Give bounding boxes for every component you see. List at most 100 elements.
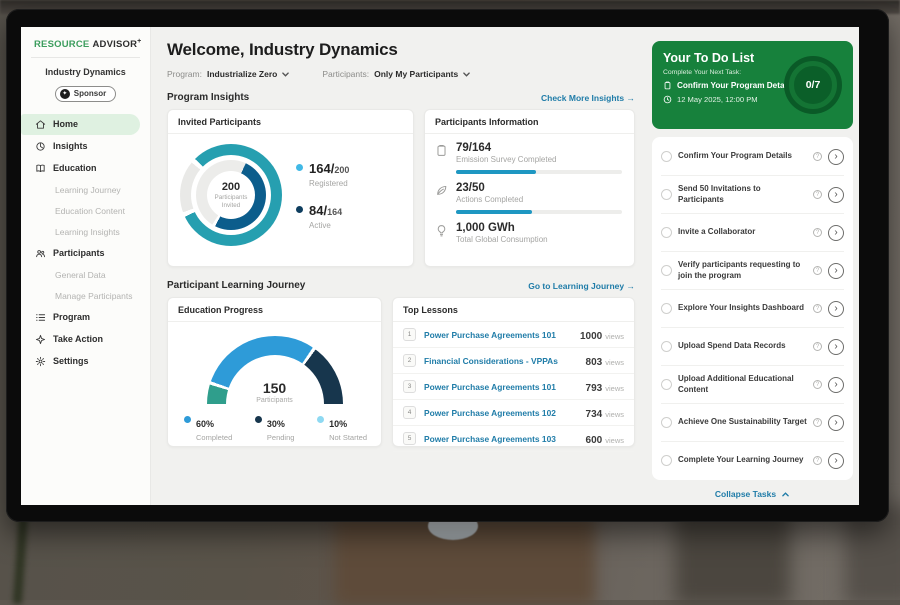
sidebar-item-home[interactable]: Home xyxy=(21,114,140,135)
top-lessons-title: Top Lessons xyxy=(393,298,634,322)
sponsor-badge-label: Sponsor xyxy=(74,89,106,98)
task-chevron-button[interactable]: › xyxy=(828,149,844,165)
stat-emission-survey: 79/164 Emission Survey Completed xyxy=(425,134,634,174)
collapse-tasks-link[interactable]: Collapse Tasks xyxy=(652,489,853,499)
active-dot xyxy=(296,206,303,213)
sidebar-item-settings[interactable]: Settings xyxy=(21,351,150,372)
task-chevron-button[interactable]: › xyxy=(828,339,844,355)
registered-dot xyxy=(296,164,303,171)
task-chevron-button[interactable]: › xyxy=(828,187,844,203)
divider xyxy=(31,57,140,58)
task-label[interactable]: Upload Additional Educational Content xyxy=(678,374,807,395)
education-gauge-chart: 150 Participants xyxy=(207,336,343,404)
task-label[interactable]: Upload Spend Data Records xyxy=(678,341,807,351)
page-title: Welcome, Industry Dynamics xyxy=(167,40,635,60)
task-label[interactable]: Invite a Collaborator xyxy=(678,227,807,237)
legend-active: 84/164 Active xyxy=(296,202,349,230)
leaf-icon xyxy=(435,184,448,197)
task-info-icon[interactable]: ? xyxy=(813,456,822,465)
task-info-icon[interactable]: ? xyxy=(813,418,822,427)
completed-dot xyxy=(184,416,191,423)
arrow-right-icon: → xyxy=(627,93,636,103)
task-checkbox[interactable] xyxy=(661,379,672,390)
learning-journey-heading: Participant Learning Journey xyxy=(167,280,305,291)
lesson-link[interactable]: Power Purchase Agreements 102 xyxy=(424,408,578,418)
lesson-views-label: views xyxy=(605,358,624,367)
task-label[interactable]: Send 50 Invitations to Participants xyxy=(678,184,807,205)
emission-progress-bar xyxy=(456,170,622,174)
task-checkbox[interactable] xyxy=(661,265,672,276)
sidebar-item-insights[interactable]: Insights xyxy=(21,136,150,157)
task-info-icon[interactable]: ? xyxy=(813,228,822,237)
lesson-views-count: 793 xyxy=(586,383,603,394)
legend-not-started: 10% Not Started xyxy=(317,414,367,442)
lightbulb-icon xyxy=(435,224,448,237)
sponsor-badge[interactable]: ✦ Sponsor xyxy=(55,86,116,102)
program-filter-dropdown[interactable]: Industrialize Zero xyxy=(207,69,290,79)
task-chevron-button[interactable]: › xyxy=(828,453,844,469)
task-checkbox[interactable] xyxy=(661,227,672,238)
check-more-insights-link[interactable]: Check More Insights → xyxy=(541,93,635,103)
chevron-up-icon xyxy=(781,490,790,499)
sidebar-item-take-action[interactable]: Take Action xyxy=(21,329,150,350)
gauge-center-value: 150 xyxy=(207,380,343,396)
sidebar-nav: Home Insights Education Learning Journey… xyxy=(21,114,150,372)
donut-legend: 164/200 Registered 84/164 Active xyxy=(296,160,349,230)
task-label[interactable]: Confirm Your Program Details xyxy=(678,151,807,161)
program-insights-heading: Program Insights xyxy=(167,92,249,103)
task-info-icon[interactable]: ? xyxy=(813,304,822,313)
task-label[interactable]: Complete Your Learning Journey xyxy=(678,455,807,465)
task-chevron-button[interactable]: › xyxy=(828,225,844,241)
sidebar-item-participants[interactable]: Participants xyxy=(21,243,150,264)
lesson-link[interactable]: Power Purchase Agreements 101 xyxy=(424,330,572,340)
sidebar-item-learning-journey[interactable]: Learning Journey xyxy=(21,180,150,200)
task-checkbox[interactable] xyxy=(661,151,672,162)
lesson-rank-badge: 1 xyxy=(403,328,416,341)
lesson-link[interactable]: Power Purchase Agreements 101 xyxy=(424,382,578,392)
task-info-icon[interactable]: ? xyxy=(813,380,822,389)
task-info-icon[interactable]: ? xyxy=(813,266,822,275)
program-filter-label: Program: xyxy=(167,69,202,79)
task-chevron-button[interactable]: › xyxy=(828,263,844,279)
todo-task-row: Send 50 Invitations to Participants ? › xyxy=(661,176,844,214)
task-chevron-button[interactable]: › xyxy=(828,377,844,393)
invited-participants-card: Invited Participants 200 Participants In… xyxy=(167,109,414,267)
lesson-link[interactable]: Financial Considerations - VPPAs xyxy=(424,356,578,366)
task-chevron-button[interactable]: › xyxy=(828,415,844,431)
participants-filter-dropdown[interactable]: Only My Participants xyxy=(374,69,471,79)
task-checkbox[interactable] xyxy=(661,189,672,200)
logo-primary: RESOURCE xyxy=(34,39,89,50)
go-to-learning-journey-link[interactable]: Go to Learning Journey → xyxy=(528,281,635,291)
sidebar-item-program[interactable]: Program xyxy=(21,307,150,328)
todo-next-task: Confirm Your Program Details xyxy=(677,81,794,90)
task-label[interactable]: Verify participants requesting to join t… xyxy=(678,260,807,281)
task-label[interactable]: Achieve One Sustainability Target xyxy=(678,417,807,427)
task-info-icon[interactable]: ? xyxy=(813,190,822,199)
todo-task-row: Verify participants requesting to join t… xyxy=(661,252,844,290)
education-progress-card: Education Progress 150 Participants xyxy=(167,297,382,447)
task-info-icon[interactable]: ? xyxy=(813,152,822,161)
task-checkbox[interactable] xyxy=(661,303,672,314)
task-label[interactable]: Explore Your Insights Dashboard xyxy=(678,303,807,313)
lesson-views-count: 600 xyxy=(586,435,603,446)
task-checkbox[interactable] xyxy=(661,341,672,352)
task-checkbox[interactable] xyxy=(661,417,672,428)
task-checkbox[interactable] xyxy=(661,455,672,466)
lesson-rank-badge: 3 xyxy=(403,380,416,393)
task-chevron-button[interactable]: › xyxy=(828,301,844,317)
lesson-link[interactable]: Power Purchase Agreements 103 xyxy=(424,434,578,444)
sidebar-item-education-content[interactable]: Education Content xyxy=(21,201,150,221)
clipboard-icon xyxy=(663,81,672,90)
sidebar-item-manage-participants[interactable]: Manage Participants xyxy=(21,286,150,306)
education-progress-title: Education Progress xyxy=(168,298,381,322)
task-info-icon[interactable]: ? xyxy=(813,342,822,351)
sidebar-item-learning-insights[interactable]: Learning Insights xyxy=(21,222,150,242)
sidebar-item-education[interactable]: Education xyxy=(21,158,150,179)
sidebar-item-general-data[interactable]: General Data xyxy=(21,265,150,285)
